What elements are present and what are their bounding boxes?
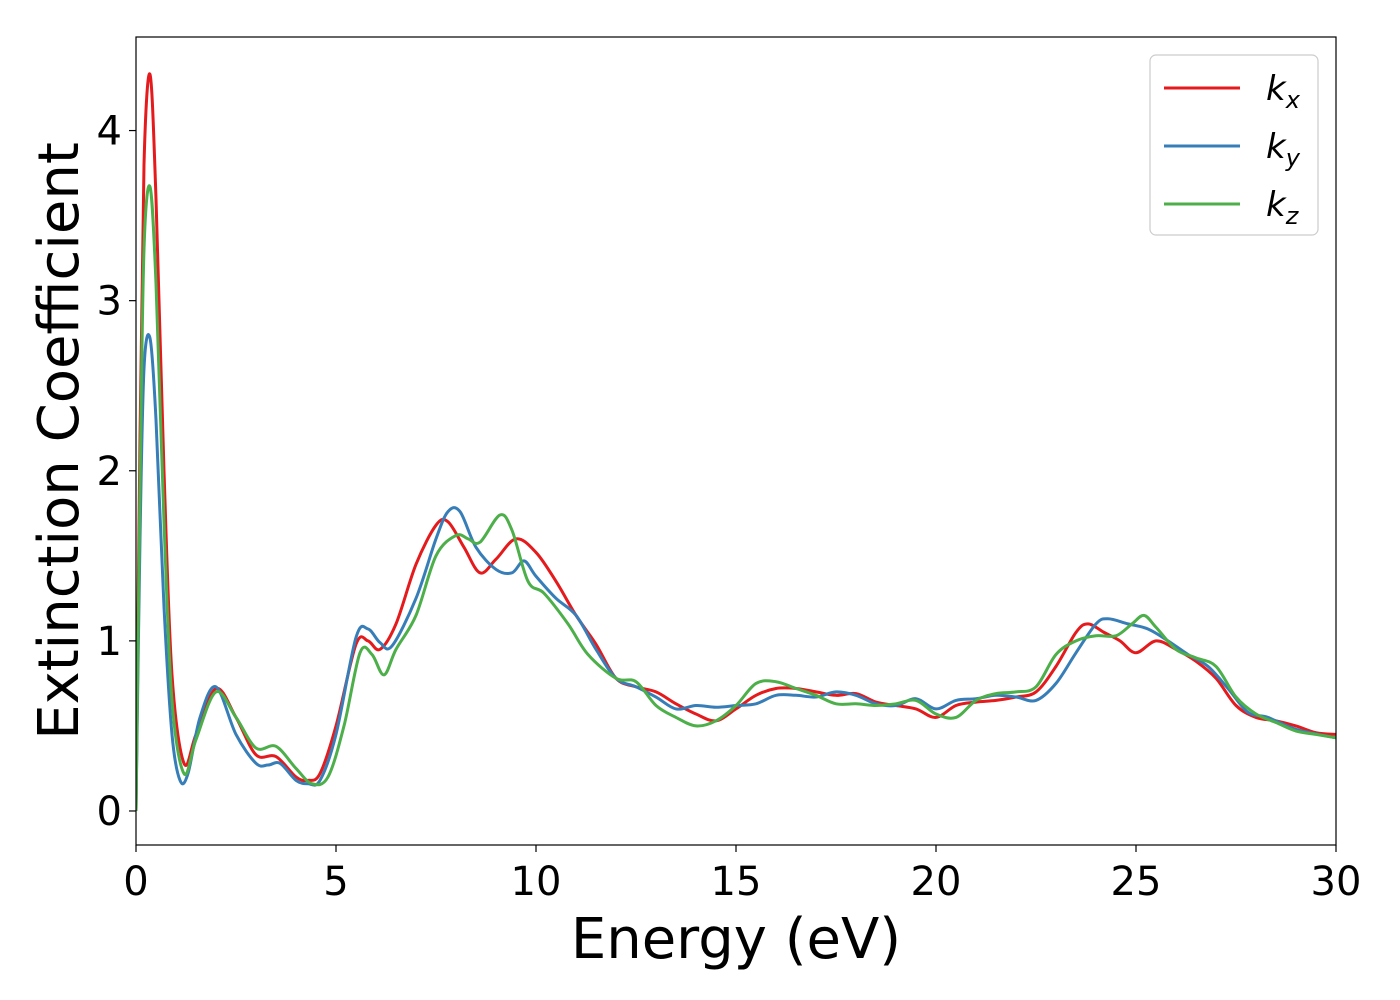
x-tick-label: 15 bbox=[711, 859, 762, 905]
y-axis: 0 1 2 3 4 bbox=[97, 109, 136, 835]
series-line-ky bbox=[136, 333, 1336, 812]
lines-layer bbox=[136, 72, 1336, 812]
y-tick-label: 4 bbox=[97, 109, 122, 155]
legend-label-kx: kx bbox=[1266, 69, 1301, 114]
x-tick-label: 25 bbox=[1111, 859, 1162, 905]
y-tick-label: 0 bbox=[97, 789, 122, 835]
x-tick-label: 5 bbox=[323, 859, 348, 905]
legend-label-ky: ky bbox=[1266, 127, 1301, 172]
x-tick-label: 0 bbox=[123, 859, 148, 905]
x-tick-label: 10 bbox=[511, 859, 562, 905]
x-axis: 0 5 10 15 20 25 30 bbox=[123, 845, 1361, 905]
y-tick-label: 1 bbox=[97, 619, 122, 665]
x-tick-label: 30 bbox=[1311, 859, 1362, 905]
series-line-kz bbox=[136, 184, 1336, 811]
y-tick-label: 2 bbox=[97, 449, 122, 495]
y-tick-label: 3 bbox=[97, 279, 122, 325]
y-axis-title: Extinction Coefficient bbox=[27, 142, 92, 740]
x-tick-label: 20 bbox=[911, 859, 962, 905]
x-axis-title: Energy (eV) bbox=[571, 907, 901, 972]
